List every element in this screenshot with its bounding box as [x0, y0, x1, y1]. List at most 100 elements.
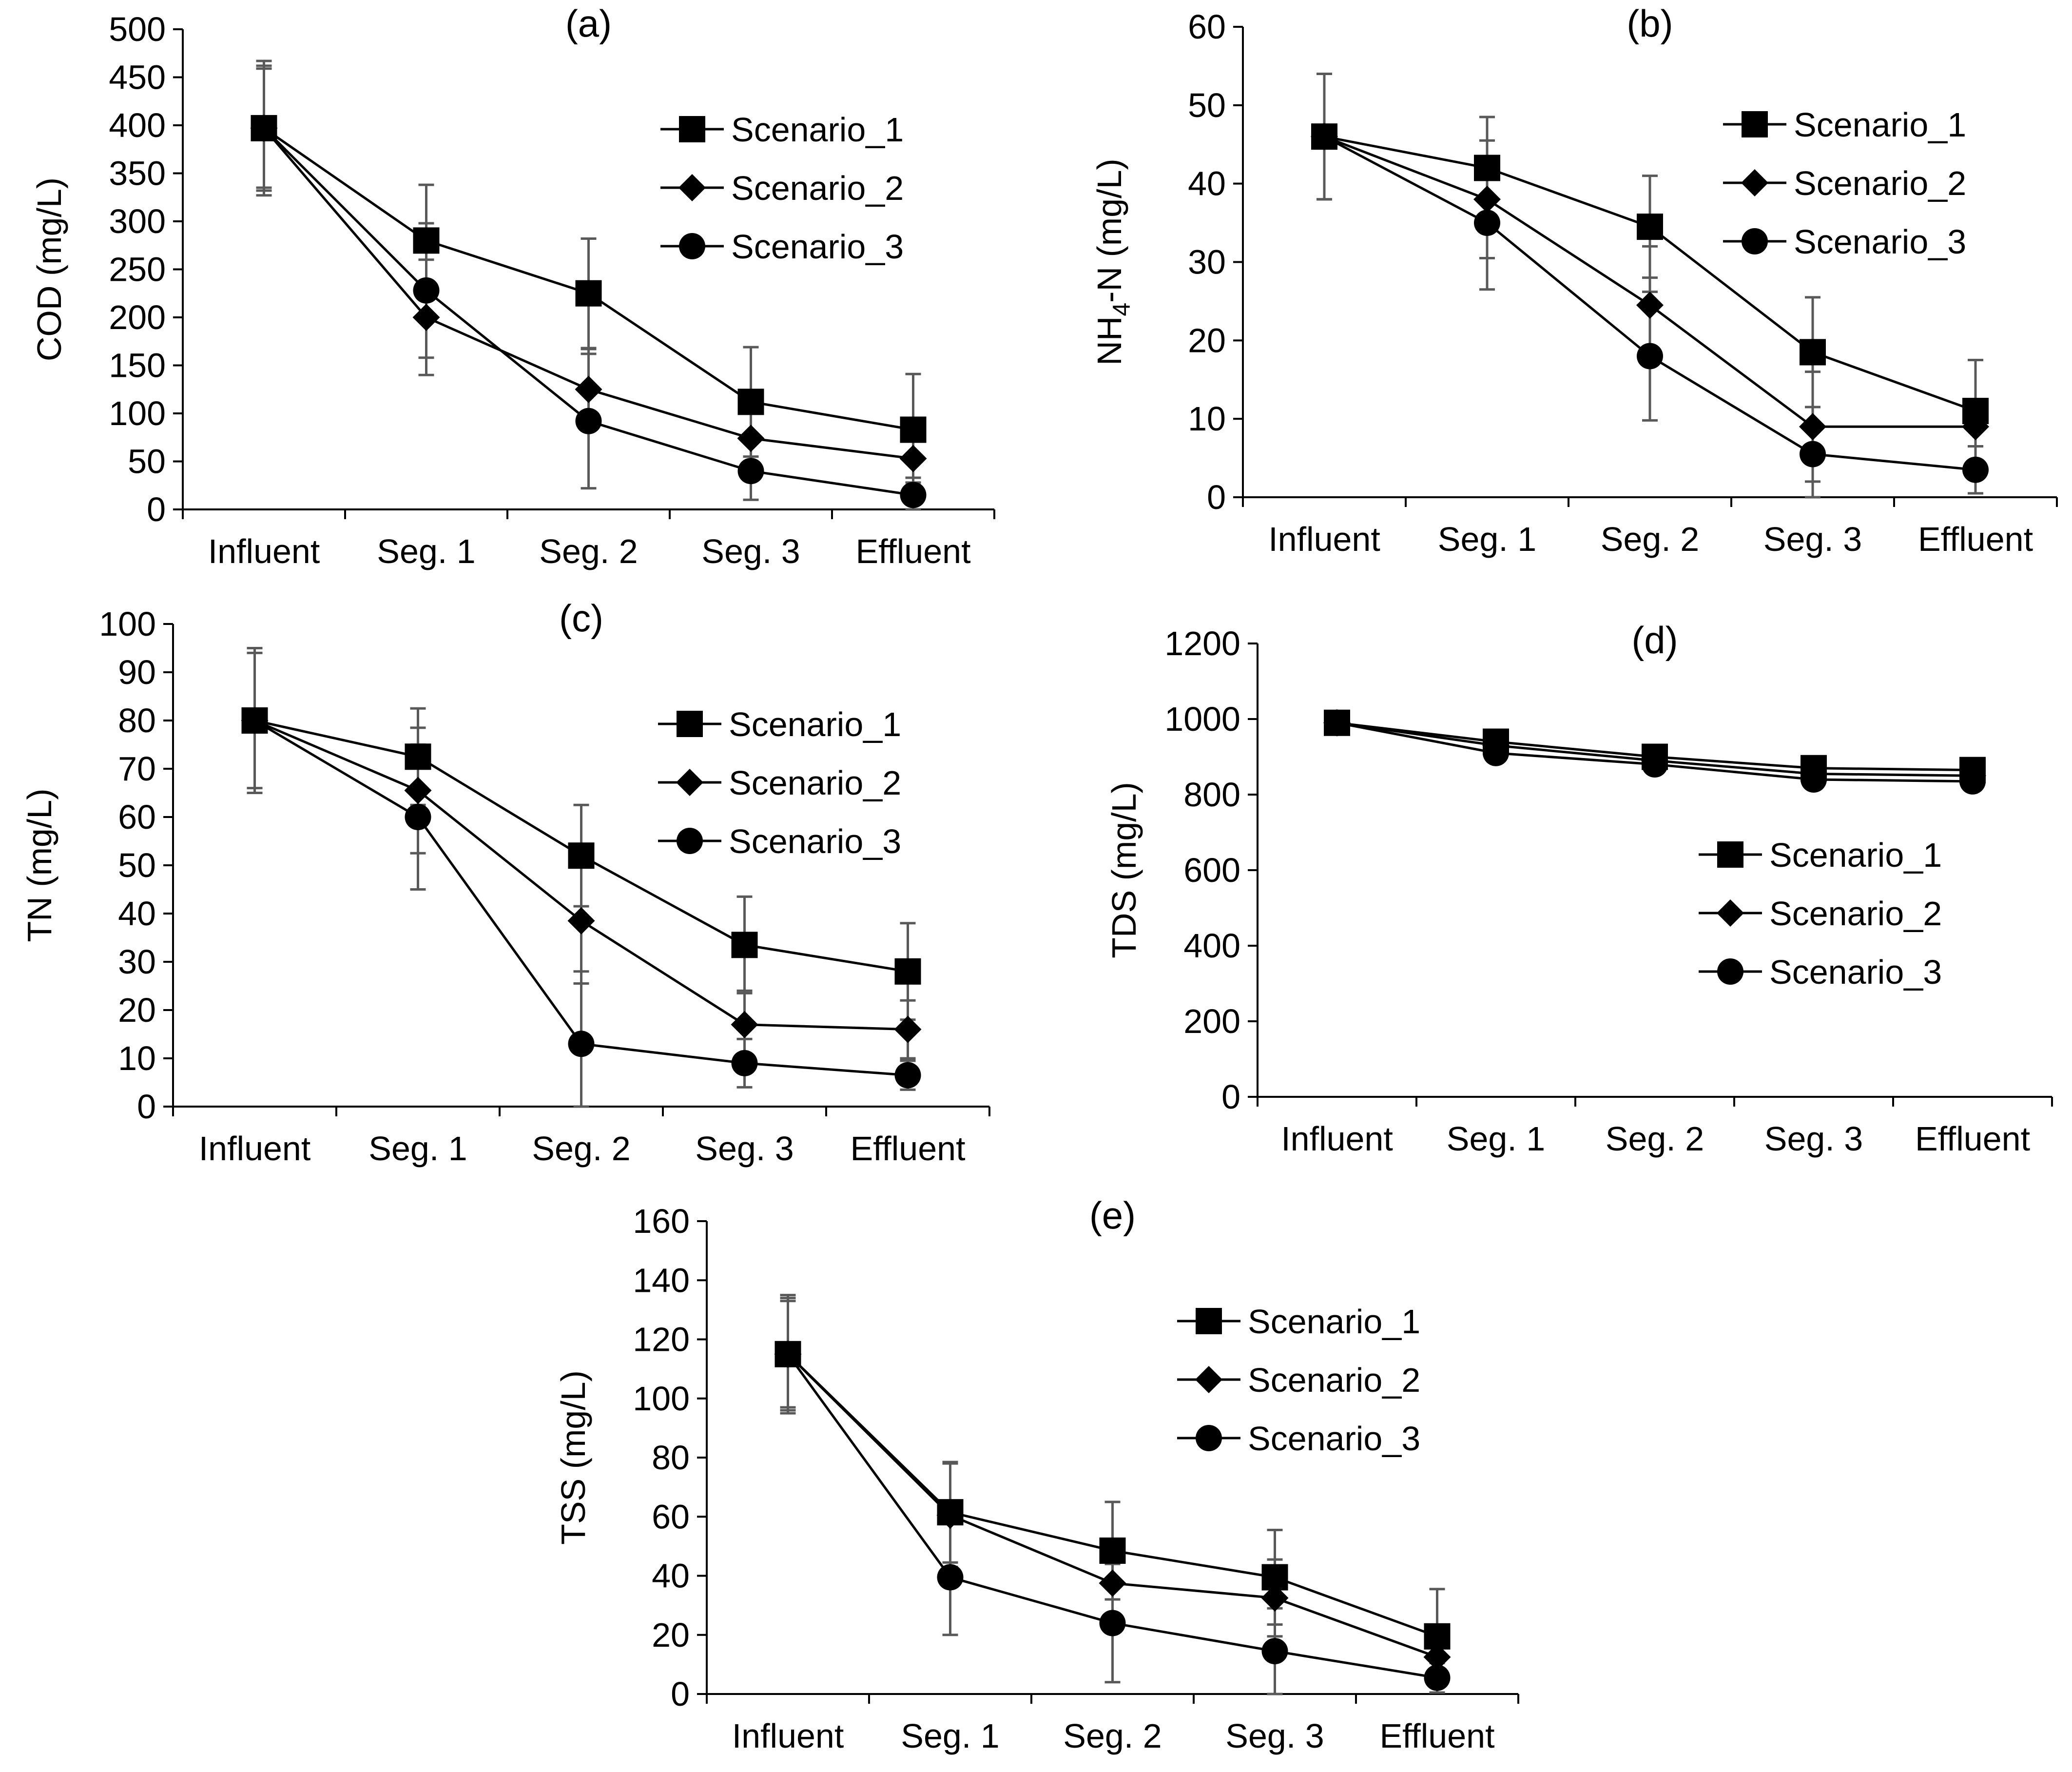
y-tick-label: 100: [633, 1380, 690, 1418]
data-point-scenario_2: [575, 375, 602, 403]
legend: Scenario_1 Scenario_2 Scenario_3: [1699, 836, 1942, 991]
x-tick-label: Seg. 1: [901, 1717, 999, 1755]
y-tick-label: 30: [118, 943, 156, 981]
x-tick-label: Seg. 1: [368, 1129, 467, 1168]
data-point-scenario_3: [568, 1031, 595, 1057]
chart-panel-c: 0 10 20 30 40 50 60 70 80 90 100 Influent Seg. 1 Seg.…: [20, 597, 990, 1168]
data-point-scenario_1: [405, 743, 431, 770]
legend-label: Scenario_3: [1769, 953, 1942, 991]
y-tick-label: 0: [1221, 1078, 1240, 1116]
x-tick-label: Effluent: [855, 532, 970, 570]
legend-marker-scenario_2: [676, 769, 703, 796]
data-point-scenario_2: [567, 907, 595, 935]
y-tick-label: 600: [1183, 851, 1240, 889]
legend-label: Scenario_2: [1248, 1361, 1420, 1399]
legend-label: Scenario_1: [1794, 106, 1966, 144]
data-point-scenario_1: [900, 416, 927, 443]
data-point-scenario_1: [894, 958, 921, 985]
x-tick-label: Seg. 2: [1606, 1120, 1704, 1158]
data-point-scenario_3: [1642, 751, 1668, 778]
y-tick-label: 100: [109, 394, 166, 432]
data-point-scenario_1: [1637, 214, 1663, 240]
x-tick-label: Effluent: [850, 1129, 965, 1168]
data-point-scenario_3: [894, 1062, 921, 1089]
y-tick-label: 120: [633, 1321, 690, 1359]
data-point-scenario_3: [241, 707, 268, 734]
x-tick-label: Seg. 2: [539, 532, 638, 570]
data-point-scenario_1: [568, 842, 595, 869]
legend-label: Scenario_2: [731, 169, 904, 207]
data-point-scenario_3: [1637, 343, 1663, 370]
x-tick-label: Seg. 1: [1447, 1120, 1545, 1158]
x-tick-label: Seg. 2: [532, 1129, 630, 1168]
x-tick-label: Seg. 3: [695, 1129, 794, 1168]
y-tick-label: 60: [1188, 8, 1226, 46]
x-tick-label: Influent: [199, 1129, 311, 1168]
x-tick-label: Effluent: [1379, 1717, 1494, 1755]
chart-panel-a: 0 50 100 150 200 250 300 350 400 450 500 Influent Se…: [30, 2, 995, 570]
data-point-scenario_2: [1099, 1569, 1126, 1597]
legend-marker-scenario_3: [677, 828, 703, 854]
legend-marker-scenario_2: [1741, 169, 1768, 196]
panel-title: (d): [1631, 619, 1678, 662]
y-tick-label: 300: [109, 202, 166, 240]
legend-marker-scenario_3: [1717, 958, 1743, 985]
x-tick-label: Influent: [732, 1717, 844, 1755]
chart-panel-d: 0 200 400 600 800 1000 1200 Influent Seg. 1 Seg. …: [1105, 619, 2053, 1158]
data-point-scenario_1: [413, 227, 440, 254]
data-point-scenario_3: [251, 115, 277, 141]
x-tick-label: Seg. 1: [377, 532, 475, 570]
panel-title: (b): [1627, 2, 1673, 45]
legend-label: Scenario_3: [729, 822, 901, 860]
data-point-scenario_1: [575, 280, 602, 307]
y-tick-label: 250: [109, 251, 166, 289]
y-tick-label: 0: [1207, 478, 1226, 516]
legend: Scenario_1 Scenario_2 Scenario_3: [1177, 1303, 1420, 1458]
legend-marker-scenario_1: [679, 116, 705, 142]
data-point-scenario_2: [1636, 291, 1664, 319]
y-tick-label: 10: [1188, 400, 1226, 438]
x-tick-label: Seg. 2: [1063, 1717, 1162, 1755]
y-tick-label: 0: [671, 1675, 690, 1713]
data-point-scenario_2: [899, 445, 927, 472]
x-tick-label: Influent: [1281, 1120, 1393, 1158]
y-tick-label: 60: [118, 798, 156, 836]
y-tick-label: 1000: [1164, 700, 1240, 738]
y-tick-label: 450: [109, 58, 166, 97]
data-point-scenario_3: [1483, 740, 1509, 766]
data-point-scenario_2: [936, 1501, 964, 1529]
data-point-scenario_3: [900, 482, 927, 508]
data-point-scenario_2: [412, 304, 440, 331]
y-tick-label: 350: [109, 155, 166, 193]
y-tick-label: 160: [633, 1202, 690, 1240]
data-point-scenario_3: [1311, 123, 1337, 150]
data-point-scenario_2: [737, 425, 765, 452]
panel-title: (e): [1089, 1194, 1136, 1237]
data-point-scenario_1: [1474, 155, 1500, 181]
legend: Scenario_1 Scenario_2 Scenario_3: [660, 111, 904, 266]
y-tick-label: 50: [118, 846, 156, 884]
x-tick-label: Seg. 3: [1763, 520, 1862, 558]
legend: Scenario_1 Scenario_2 Scenario_3: [1723, 106, 1966, 261]
legend-marker-scenario_2: [678, 174, 706, 201]
legend-label: Scenario_3: [1248, 1420, 1420, 1458]
x-tick-label: Seg. 2: [1601, 520, 1699, 558]
x-tick-label: Seg. 3: [1225, 1717, 1324, 1755]
legend-marker-scenario_1: [677, 711, 703, 737]
data-point-scenario_1: [1800, 339, 1826, 366]
y-tick-label: 50: [128, 443, 166, 481]
data-point-scenario_3: [1801, 766, 1827, 793]
y-tick-label: 40: [1188, 165, 1226, 203]
data-point-scenario_2: [731, 1011, 758, 1038]
y-tick-label: 30: [1188, 243, 1226, 281]
legend-marker-scenario_2: [1717, 899, 1744, 927]
legend-marker-scenario_3: [1742, 228, 1768, 254]
data-point-scenario_2: [404, 777, 432, 804]
y-axis-label: TN (mg/L): [20, 789, 58, 942]
legend-marker-scenario_1: [1717, 841, 1743, 868]
data-point-scenario_1: [737, 389, 764, 415]
data-point-scenario_3: [731, 1050, 758, 1076]
y-tick-label: 60: [652, 1498, 690, 1536]
legend-label: Scenario_1: [1769, 836, 1942, 874]
y-tick-label: 20: [1188, 321, 1226, 359]
